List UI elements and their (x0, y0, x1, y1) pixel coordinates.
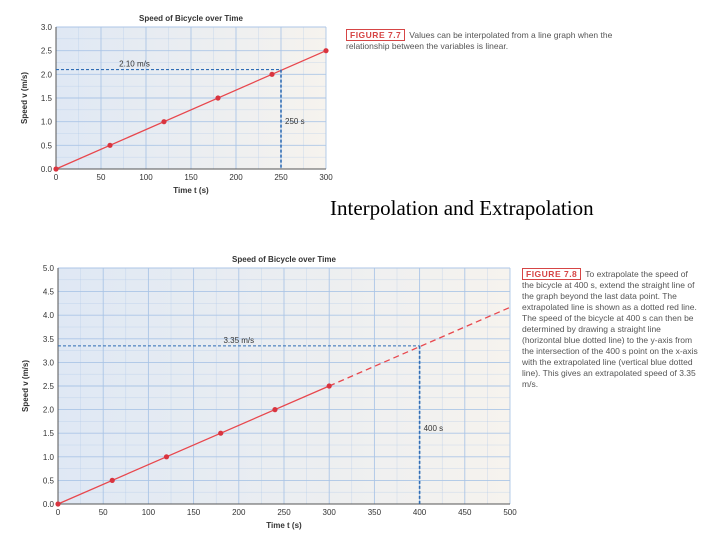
data-point (109, 477, 115, 483)
figure-7-8-badge: FIGURE 7.8 (522, 268, 582, 280)
y-tick-label: 3.0 (43, 358, 55, 367)
y-tick-label: 2.0 (41, 70, 53, 79)
x-tick-label: 200 (229, 173, 243, 182)
data-point (107, 142, 113, 148)
x-tick-label: 300 (319, 173, 333, 182)
y-tick-label: 2.0 (43, 406, 55, 415)
figure-7-8-text: To extrapolate the speed of the bicycle … (522, 269, 698, 389)
y-tick-label: 0.5 (43, 476, 55, 485)
guide-x-value: 250 s (285, 117, 305, 126)
guide-x-value: 400 s (424, 424, 444, 433)
data-point (326, 383, 332, 389)
guide-y-value: 3.35 m/s (223, 336, 254, 345)
data-point (55, 501, 61, 507)
y-tick-label: 4.5 (43, 288, 55, 297)
x-tick-label: 100 (139, 173, 153, 182)
data-point (323, 48, 329, 54)
y-tick-label: 2.5 (43, 382, 55, 391)
chart-title: Speed of Bicycle over Time (139, 14, 243, 23)
data-point (269, 71, 275, 77)
x-tick-label: 0 (54, 173, 59, 182)
x-tick-label: 300 (323, 508, 337, 517)
y-tick-label: 0.5 (41, 141, 53, 150)
x-tick-label: 150 (187, 508, 201, 517)
x-tick-label: 500 (503, 508, 517, 517)
x-axis-label: Time t (s) (173, 186, 209, 195)
x-tick-label: 150 (184, 173, 198, 182)
x-tick-label: 250 (277, 508, 291, 517)
figure-7-7-caption: FIGURE 7.7 Values can be interpolated fro… (346, 29, 656, 52)
y-tick-label: 0.0 (43, 500, 55, 509)
extrapolated-line (328, 306, 511, 387)
y-tick-label: 3.5 (43, 335, 55, 344)
x-axis-label: Time t (s) (266, 521, 302, 530)
y-tick-label: 4.0 (43, 311, 55, 320)
y-tick-label: 2.5 (41, 47, 53, 56)
figure-7-7-text: Values can be interpolated from a line g… (346, 30, 613, 51)
chart-interpolation: 0 50 100 150 200 250 300 0.0 0.5 1.0 1.5 2.0 2.5 3.0 S… (20, 14, 333, 195)
y-tick-label: 0.0 (41, 165, 53, 174)
data-point (272, 407, 278, 413)
chart-title: Speed of Bicycle over Time (232, 255, 336, 264)
x-tick-label: 100 (142, 508, 156, 517)
y-axis-label: Speed v (m/s) (21, 360, 30, 412)
x-tick-label: 50 (97, 173, 106, 182)
x-tick-label: 400 (413, 508, 427, 517)
y-axis-label: Speed v (m/s) (20, 72, 29, 124)
data-point (163, 454, 170, 460)
data-point (53, 166, 59, 172)
y-tick-label: 1.0 (41, 118, 53, 127)
data-point (218, 430, 224, 436)
x-tick-label: 50 (99, 508, 108, 517)
x-tick-label: 200 (232, 508, 246, 517)
x-tick-label: 0 (56, 508, 61, 517)
figure-7-7-badge: FIGURE 7.7 (346, 29, 406, 41)
data-line (57, 385, 330, 505)
y-tick-label: 1.5 (43, 429, 55, 438)
x-tick-label: 350 (368, 508, 382, 517)
x-tick-label: 450 (458, 508, 472, 517)
y-tick-label: 1.5 (41, 94, 53, 103)
guide-y-value: 2.10 m/s (119, 60, 150, 69)
x-tick-label: 250 (274, 173, 288, 182)
chart-extrapolation: 0 50 100 150 200 250 300 350 400 450 500 0.0 0.5 1.0 1… (21, 255, 517, 530)
y-tick-label: 1.0 (43, 453, 55, 462)
y-tick-label: 5.0 (43, 264, 55, 273)
section-title: Interpolation and Extrapolation (330, 196, 594, 220)
data-point (161, 119, 167, 125)
y-tick-label: 3.0 (41, 23, 53, 32)
figure-7-8-caption: FIGURE 7.8 To extrapolate the speed of th… (522, 268, 700, 390)
data-point (215, 95, 221, 101)
